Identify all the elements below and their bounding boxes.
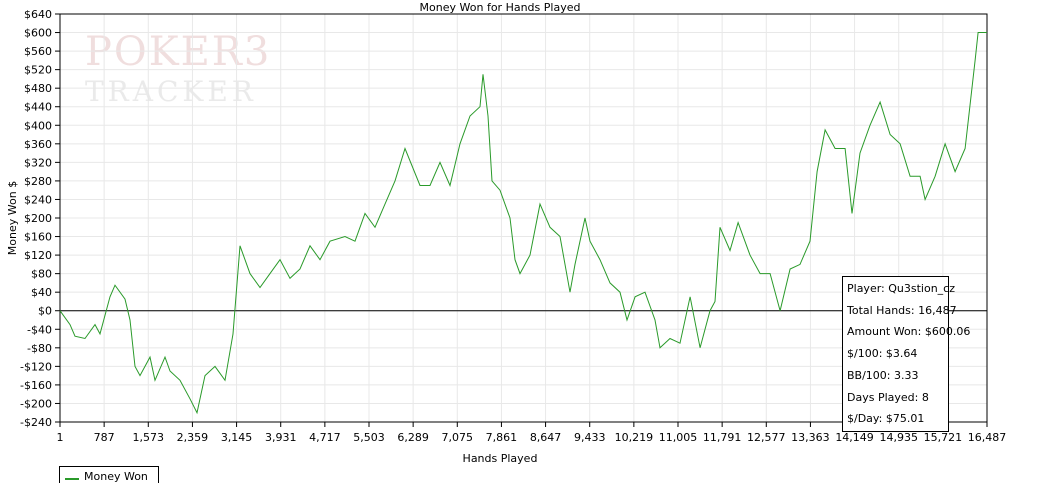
x-tick-label: 16,487 <box>968 431 1007 444</box>
x-tick-label: 787 <box>94 431 115 444</box>
x-tick-label: 6,289 <box>397 431 429 444</box>
y-tick-label: -$120 <box>20 360 52 373</box>
y-tick-label: $0 <box>38 305 52 318</box>
x-tick-label: 13,363 <box>791 431 830 444</box>
x-tick-label: 15,721 <box>924 431 963 444</box>
y-tick-label: $280 <box>24 175 52 188</box>
x-axis-label: Hands Played <box>463 452 538 465</box>
x-tick-label: 9,433 <box>574 431 606 444</box>
x-tick-label: 8,647 <box>530 431 562 444</box>
y-tick-label: -$160 <box>20 379 52 392</box>
y-tick-label: $160 <box>24 231 52 244</box>
x-tick-label: 2,359 <box>177 431 209 444</box>
y-tick-label: -$40 <box>27 323 52 336</box>
x-tick-label: 14,935 <box>879 431 918 444</box>
y-tick-label: $360 <box>24 138 52 151</box>
y-tick-label: $80 <box>31 268 52 281</box>
y-tick-label: $560 <box>24 45 52 58</box>
y-tick-label: $40 <box>31 286 52 299</box>
legend-label: Money Won $ <box>84 470 148 483</box>
y-axis-label: Money Won $ <box>6 181 19 255</box>
y-tick-label: -$240 <box>20 416 52 429</box>
x-tick-label: 5,503 <box>353 431 385 444</box>
y-tick-label: $640 <box>24 8 52 21</box>
stat-days-played: Days Played: 8 <box>847 390 929 404</box>
stat-total-hands: Total Hands: 16,487 <box>847 303 957 317</box>
legend-swatch <box>65 478 79 480</box>
y-tick-label: $240 <box>24 193 52 206</box>
watermark-logo-sub: TRACKER <box>85 75 257 108</box>
y-tick-label: $440 <box>24 101 52 114</box>
x-tick-label: 7,075 <box>442 431 474 444</box>
y-tick-label: $320 <box>24 156 52 169</box>
x-tick-label: 7,861 <box>486 431 518 444</box>
legend: Money Won $ <box>59 466 159 483</box>
plot-border <box>59 13 988 423</box>
y-tick-label: -$80 <box>27 342 52 355</box>
y-tick-label: $480 <box>24 82 52 95</box>
stat-per-day: $/Day: $75.01 <box>847 412 925 426</box>
y-tick-label: $120 <box>24 249 52 262</box>
x-tick-label: 1 <box>57 431 64 444</box>
x-tick-label: 3,145 <box>221 431 253 444</box>
y-tick-label: $400 <box>24 119 52 132</box>
watermark-logo: POKER3 <box>85 29 272 75</box>
x-tick-label: 11,791 <box>703 431 742 444</box>
x-tick-label: 12,577 <box>747 431 786 444</box>
x-tick-label: 11,005 <box>659 431 698 444</box>
series-line-money-won <box>59 32 987 415</box>
x-tick-label: 4,717 <box>309 431 341 444</box>
stat-amount-won: Amount Won: $600.06 <box>847 325 971 339</box>
stat-bb-100: BB/100: 3.33 <box>847 368 919 382</box>
x-tick-label: 14,149 <box>835 431 874 444</box>
x-tick-label: 3,931 <box>265 431 297 444</box>
y-tick-label: $520 <box>24 64 52 77</box>
stat-per-100: $/100: $3.64 <box>847 347 918 361</box>
y-tick-label: -$200 <box>20 397 52 410</box>
stat-player: Player: Qu3stion_cz <box>847 282 955 295</box>
stats-box: Player: Qu3stion_cz Total Hands: 16,487 … <box>842 276 971 432</box>
y-tick-label: $200 <box>24 212 52 225</box>
y-tick-label: $600 <box>24 27 52 40</box>
x-tick-label: 1,573 <box>133 431 165 444</box>
x-tick-label: 10,219 <box>615 431 654 444</box>
chart-title: Money Won for Hands Played <box>420 1 581 14</box>
